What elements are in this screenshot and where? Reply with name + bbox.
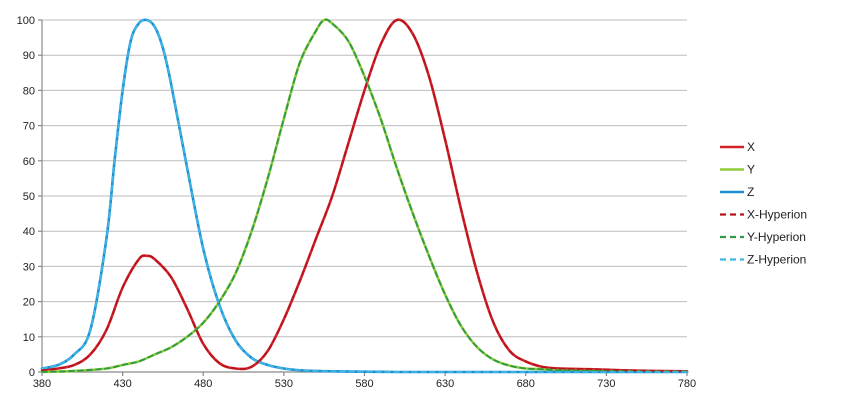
legend-label-z: Z	[747, 185, 754, 199]
axes: 0 10 20 30 40 50 60 70 80 90 100 380 430 480 530 580 630…	[17, 15, 697, 390]
grid-lines	[42, 19, 687, 338]
x-tick-label: 430	[113, 378, 131, 390]
y-tick-label: 90	[23, 50, 35, 62]
x-tick-label: 380	[33, 378, 51, 390]
y-tick-label: 70	[23, 121, 35, 133]
y-tick-label: 50	[23, 191, 35, 203]
legend: XYZ X-Hyperion Y-Hyperion Z-Hyperion	[720, 140, 807, 267]
legend-label-x: X	[747, 140, 755, 154]
x-tick-label: 480	[194, 378, 212, 390]
x-tick-label: 780	[678, 378, 696, 390]
y-tick-label: 40	[23, 226, 35, 238]
legend-label-z-hyperion: Z-Hyperion	[747, 253, 806, 267]
x-tick-label: 680	[517, 378, 535, 390]
legend-label-x-hyperion: X-Hyperion	[747, 208, 807, 222]
y-tick-label: 60	[23, 156, 35, 168]
legend-label-y: Y	[747, 163, 755, 177]
y-tick-label: 10	[23, 332, 35, 344]
y-tick-label: 100	[17, 15, 35, 27]
x-tick-label: 530	[275, 378, 293, 390]
series-line-x-hyperion	[41, 18, 688, 373]
series-line-y-hyperion	[41, 18, 688, 373]
y-tick-label: 30	[23, 261, 35, 273]
x-tick-label: 730	[597, 378, 615, 390]
y-tick-label: 80	[23, 85, 35, 97]
x-tick-label: 580	[355, 378, 373, 390]
legend-label-y-hyperion: Y-Hyperion	[747, 230, 806, 244]
x-tick-label: 630	[436, 378, 454, 390]
y-tick-label: 20	[23, 297, 35, 309]
y-tick-label: 0	[29, 367, 35, 379]
data-series	[40, 18, 689, 374]
series-line-z-hyperion	[41, 18, 688, 373]
